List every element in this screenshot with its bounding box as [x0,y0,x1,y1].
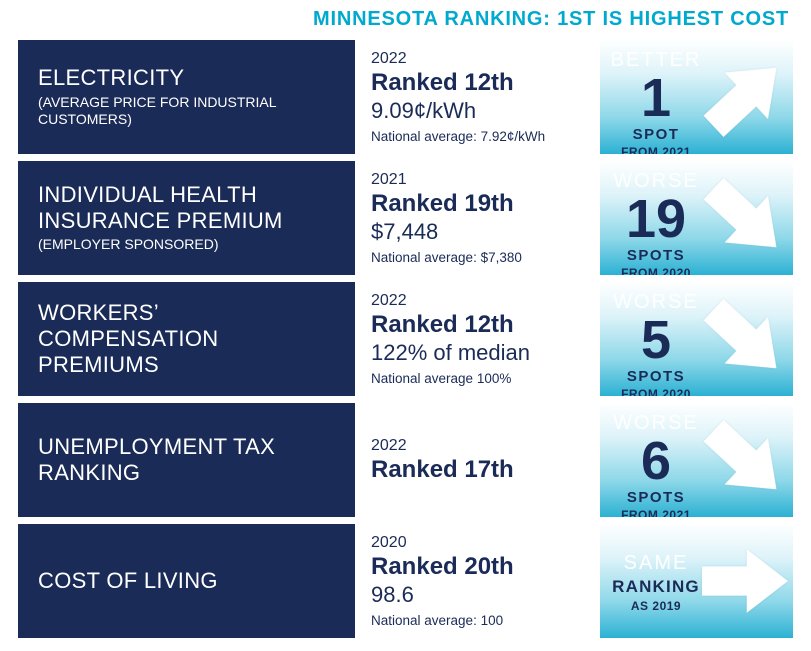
metric-value: $7,448 [371,219,439,245]
page-title: MINNESOTA RANKING: 1ST IS HIGHEST COST [313,8,789,30]
change-unit: SPOTS [626,367,686,385]
change-direction: WORSE [613,412,699,434]
change-unit: SPOTS [626,488,686,506]
metric-value: 98.6 [371,582,414,608]
change-text: WORSE 19 SPOTS FROM 2020 [600,170,712,275]
metric-year: 2021 [371,171,407,189]
arrow-right-icon [702,549,788,613]
change-direction: WORSE [613,291,699,313]
change-unit: SPOTS [626,246,686,264]
row-health-insurance: INDIVIDUAL HEALTH INSURANCE PREMIUM (EMP… [18,161,793,275]
arrow-up-right-icon [703,67,777,138]
metric-rank: Ranked 17th [371,455,514,483]
metric-sublabel: (AVERAGE PRICE FOR INDUSTRIAL CUSTOMERS) [38,93,277,128]
metric-label-box: INDIVIDUAL HEALTH INSURANCE PREMIUM (EMP… [18,161,355,275]
metric-details: 2020 Ranked 20th 98.6 National average: … [355,524,600,638]
metric-value: 122% of median [371,340,530,366]
change-from: FROM 2020 [621,265,691,275]
metric-label: WORKERS’ COMPENSATION PREMIUMS [38,300,219,377]
metric-rank: Ranked 12th [371,69,514,97]
change-text: WORSE 5 SPOTS FROM 2020 [600,291,712,396]
metric-label-box: UNEMPLOYMENT TAX RANKING [18,403,355,517]
row-workers-comp: WORKERS’ COMPENSATION PREMIUMS 2022 Rank… [18,282,793,396]
change-unit: SPOT [632,125,680,143]
change-spots: 5 [640,310,672,370]
metric-national-average: National average: $7,380 [371,249,522,265]
change-spots: 19 [625,189,687,249]
arrow-down-right-icon [703,177,777,248]
metric-details: 2022 Ranked 12th 122% of median National… [355,282,600,396]
metric-rank: Ranked 12th [371,311,514,339]
change-text: BETTER 1 SPOT FROM 2021 [600,49,712,154]
metric-label: UNEMPLOYMENT TAX RANKING [38,434,276,485]
change-panel: BETTER 1 SPOT FROM 2021 [600,40,793,154]
change-unit: RANKING [612,577,700,596]
arrow-down-right-icon [703,298,777,369]
metric-year: 2020 [371,534,407,552]
row-unemployment-tax: UNEMPLOYMENT TAX RANKING 2022 Ranked 17t… [18,403,793,517]
metric-rank: Ranked 19th [371,190,514,218]
change-text: SAME RANKING AS 2019 [600,552,712,613]
metric-label: COST OF LIVING [38,568,218,594]
change-panel: WORSE 6 SPOTS FROM 2021 [600,403,793,517]
metric-label: INDIVIDUAL HEALTH INSURANCE PREMIUM [38,182,283,233]
metric-details: 2022 Ranked 12th 9.09¢/kWh National aver… [355,40,600,154]
metric-sublabel: (EMPLOYER SPONSORED) [38,236,219,253]
change-panel: WORSE 19 SPOTS FROM 2020 [600,161,793,275]
change-direction: SAME [623,552,689,574]
metric-year: 2022 [371,436,407,454]
metric-national-average: National average: 100 [371,612,504,628]
change-panel: WORSE 5 SPOTS FROM 2020 [600,282,793,396]
metric-value: 9.09¢/kWh [371,98,477,124]
change-from: FROM 2020 [621,386,691,396]
metric-year: 2022 [371,50,407,68]
change-from: FROM 2021 [621,144,691,154]
metric-label-box: COST OF LIVING [18,524,355,638]
change-from: FROM 2021 [621,507,691,517]
metric-details: 2021 Ranked 19th $7,448 National average… [355,161,600,275]
metric-national-average: National average: 7.92¢/kWh [371,128,546,144]
metric-details: 2022 Ranked 17th [355,403,600,517]
metric-label-box: WORKERS’ COMPENSATION PREMIUMS [18,282,355,396]
change-text: WORSE 6 SPOTS FROM 2021 [600,412,712,517]
row-cost-of-living: COST OF LIVING 2020 Ranked 20th 98.6 Nat… [18,524,793,638]
metric-label: ELECTRICITY [38,65,185,91]
metric-national-average: National average 100% [371,370,512,386]
change-from: AS 2019 [630,599,682,613]
change-direction: WORSE [613,170,699,192]
change-panel: SAME RANKING AS 2019 [600,524,793,638]
metric-rank: Ranked 20th [371,553,514,581]
metric-year: 2022 [371,292,407,310]
change-spots: 1 [640,68,672,128]
change-direction: BETTER [610,49,702,71]
row-electricity: ELECTRICITY (AVERAGE PRICE FOR INDUSTRIA… [18,40,793,154]
arrow-down-right-icon [703,419,777,490]
metric-label-box: ELECTRICITY (AVERAGE PRICE FOR INDUSTRIA… [18,40,355,154]
change-spots: 6 [640,431,672,491]
